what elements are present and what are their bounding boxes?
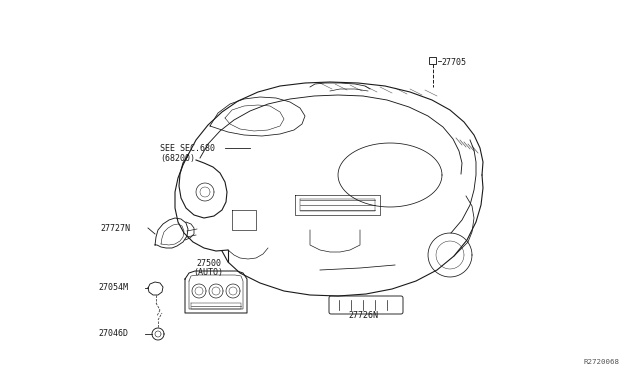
Text: (AUTO): (AUTO) bbox=[193, 267, 223, 276]
Text: 27054M: 27054M bbox=[98, 283, 128, 292]
Text: 27705: 27705 bbox=[441, 58, 466, 67]
Text: 27046D: 27046D bbox=[98, 330, 128, 339]
Text: 27727N: 27727N bbox=[100, 224, 130, 232]
Text: R2720068: R2720068 bbox=[584, 359, 620, 365]
Text: 27500: 27500 bbox=[196, 260, 221, 269]
Text: SEE SEC.680: SEE SEC.680 bbox=[160, 144, 215, 153]
Text: (68200): (68200) bbox=[160, 154, 195, 163]
Text: 27726N: 27726N bbox=[348, 311, 378, 321]
Bar bbox=[429, 57, 436, 64]
